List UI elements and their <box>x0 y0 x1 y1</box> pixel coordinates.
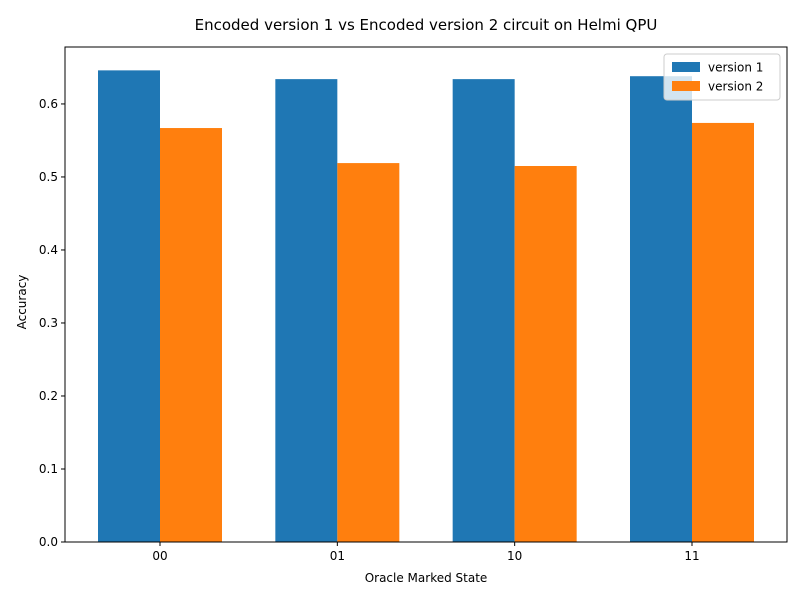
legend-label-version-2: version 2 <box>708 80 763 94</box>
chart-title: Encoded version 1 vs Encoded version 2 c… <box>195 16 658 34</box>
y-tick-label-0.6: 0.6 <box>39 97 58 111</box>
x-tick-label-01: 01 <box>330 549 345 563</box>
x-tick-label-11: 11 <box>684 549 699 563</box>
legend-label-version-1: version 1 <box>708 61 763 75</box>
bar-version-2-10 <box>514 166 577 542</box>
legend-swatch-version-2 <box>672 81 700 91</box>
x-tick-label-00: 00 <box>152 549 167 563</box>
x-axis-label: Oracle Marked State <box>365 571 488 585</box>
x-tick-label-10: 10 <box>507 549 522 563</box>
y-axis-label: Accuracy <box>15 275 29 330</box>
y-tick-label-0.5: 0.5 <box>39 170 58 184</box>
axes-frame <box>64 46 788 543</box>
bar-version-2-01 <box>337 163 400 542</box>
bar-version-2-00 <box>160 128 222 542</box>
bar-version-1-01 <box>275 79 338 542</box>
legend: version 1 version 2 <box>663 53 781 101</box>
y-tick-label-0.4: 0.4 <box>39 243 58 257</box>
plot-area: 00 01 10 11 0.0 0.1 0.2 0.3 0.4 0.5 0.6 <box>39 46 788 563</box>
y-tick-label-0.3: 0.3 <box>39 316 58 330</box>
y-tick-label-0.1: 0.1 <box>39 462 58 476</box>
bar-version-1-00 <box>98 70 160 543</box>
bar-version-2-11 <box>692 122 754 543</box>
y-tick-label-0.0: 0.0 <box>39 535 58 549</box>
bar-version-1-11 <box>630 76 692 542</box>
y-tick-label-0.2: 0.2 <box>39 389 58 403</box>
bar-version-1-10 <box>452 79 515 542</box>
legend-swatch-version-1 <box>672 62 700 72</box>
